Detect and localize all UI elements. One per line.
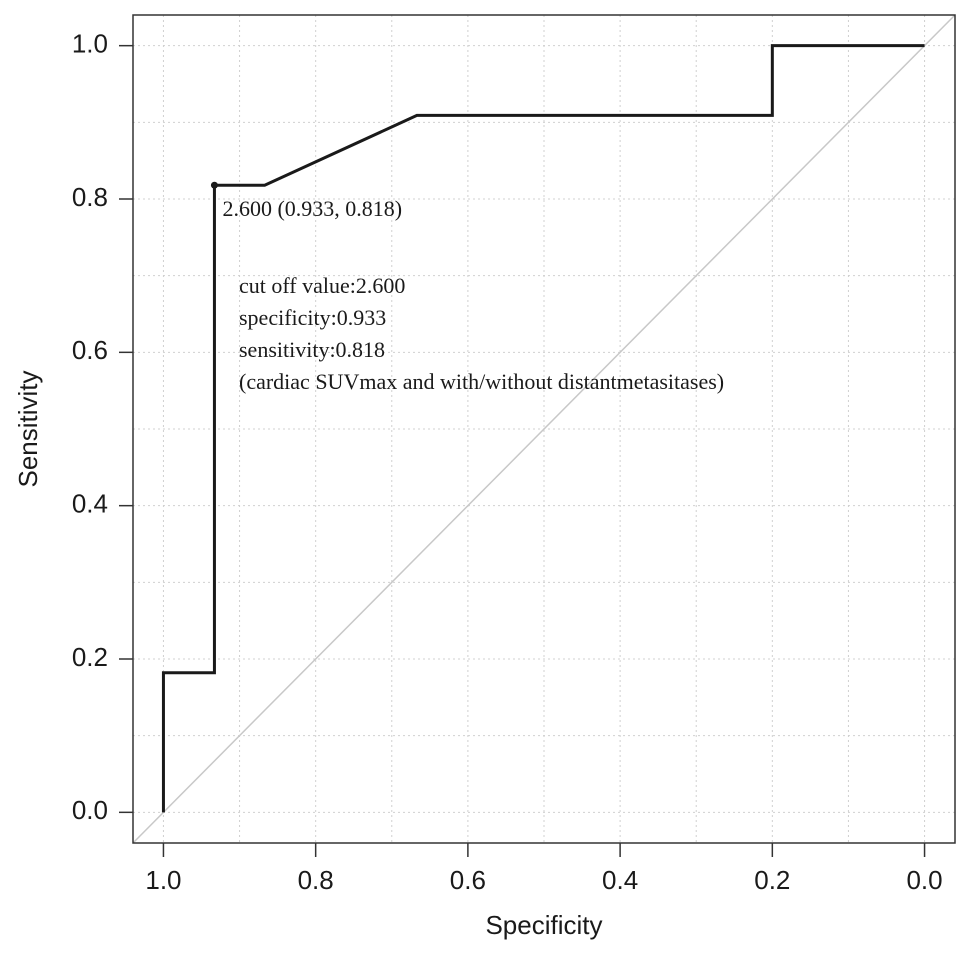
plot-frame — [132, 14, 956, 844]
roc-curve — [161, 44, 925, 813]
annotation: specificity:0.933 — [239, 305, 386, 330]
reference-line — [132, 14, 956, 844]
x-tick-label: 0.6 — [450, 865, 486, 895]
x-tick-label: 0.0 — [906, 865, 942, 895]
x-tick-label: 0.4 — [602, 865, 638, 895]
x-tick-label: 0.8 — [298, 865, 334, 895]
cutoff-point — [210, 181, 218, 189]
y-tick-label: 0.8 — [72, 182, 108, 212]
x-tick-label: 0.2 — [754, 865, 790, 895]
x-axis-title: Specificity — [485, 910, 602, 940]
y-tick-label: 0.4 — [72, 489, 108, 519]
y-tick-label: 0.0 — [72, 795, 108, 825]
annotation: (cardiac SUVmax and with/without distant… — [239, 369, 724, 394]
cutoff-label: 2.600 (0.933, 0.818) — [222, 196, 402, 221]
y-axis-title: Sensitivity — [13, 370, 43, 487]
x-tick-label: 1.0 — [145, 865, 181, 895]
y-tick-label: 0.6 — [72, 335, 108, 365]
y-tick-label: 0.2 — [72, 642, 108, 672]
annotation: sensitivity:0.818 — [239, 337, 385, 362]
y-tick-label: 1.0 — [72, 29, 108, 59]
annotation: cut off value:2.600 — [239, 273, 405, 298]
